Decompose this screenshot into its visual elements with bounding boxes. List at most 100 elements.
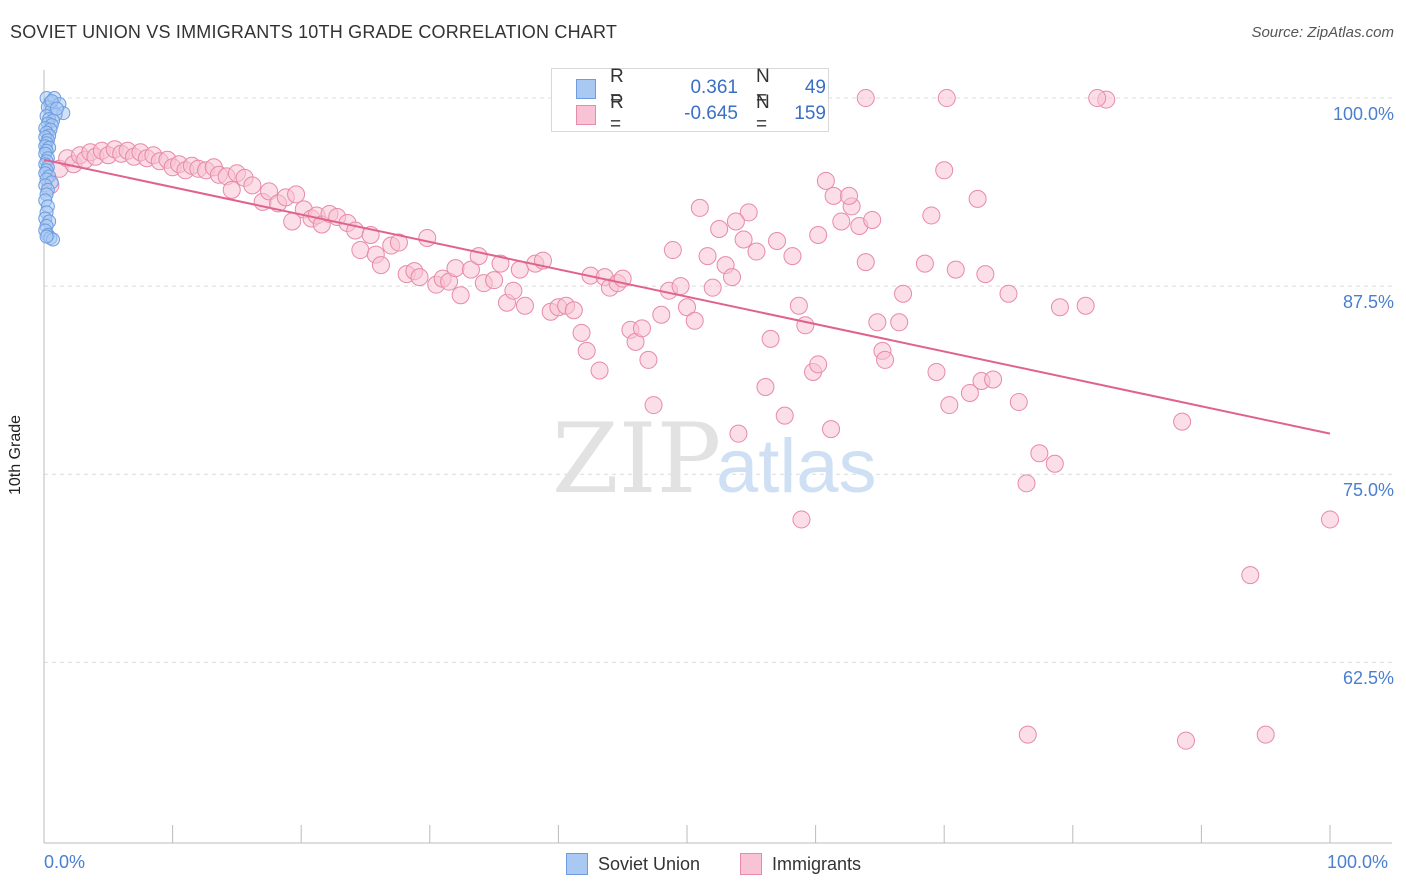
data-point	[485, 271, 504, 290]
legend-swatch-immigrants	[740, 853, 762, 875]
data-point	[968, 189, 987, 208]
legend-item-soviet-union[interactable]: Soviet Union	[566, 852, 700, 876]
r-value: 0.361	[690, 77, 738, 98]
data-point	[792, 510, 811, 529]
legend-item-immigrants[interactable]: Immigrants	[740, 852, 861, 876]
n-value: 159	[794, 103, 826, 124]
y-tick-label: 100.0%	[1332, 104, 1394, 125]
data-point	[940, 396, 959, 415]
data-point	[809, 226, 828, 245]
n-label: N =	[756, 66, 770, 109]
watermark-zip: ZIP	[552, 403, 721, 515]
data-point	[935, 161, 954, 180]
data-point	[698, 247, 717, 266]
x-tick-label-max: 100.0%	[1327, 852, 1389, 872]
immigrants-swatch	[576, 105, 596, 125]
data-point	[927, 362, 946, 381]
data-point	[260, 182, 279, 201]
data-point	[876, 350, 895, 369]
data-point	[1256, 725, 1275, 744]
data-point	[915, 254, 934, 273]
data-point	[1173, 412, 1192, 431]
data-point	[222, 180, 241, 199]
data-point	[856, 253, 875, 272]
data-point	[840, 186, 859, 205]
n-value: 49	[804, 77, 826, 98]
data-point	[824, 186, 843, 205]
data-point	[868, 313, 887, 332]
data-point	[984, 370, 1003, 389]
data-point	[960, 384, 979, 403]
data-point	[1176, 731, 1195, 750]
data-point	[39, 229, 54, 244]
series-immigrants	[41, 89, 1339, 750]
data-point	[1018, 725, 1037, 744]
data-point	[856, 89, 875, 108]
data-point	[789, 296, 808, 315]
legend-label-soviet-union: Soviet Union	[598, 853, 701, 874]
axes	[43, 70, 1392, 844]
data-point	[572, 323, 591, 342]
data-point	[1241, 566, 1260, 585]
r-value: -0.645	[684, 103, 738, 124]
y-tick-label: 62.5%	[1342, 668, 1394, 689]
data-point	[1050, 298, 1069, 317]
data-point	[756, 378, 775, 397]
data-point	[768, 232, 787, 251]
data-point	[796, 316, 815, 335]
data-point	[446, 259, 465, 278]
data-point	[729, 424, 748, 443]
data-point	[418, 229, 437, 248]
data-point	[243, 176, 262, 195]
y-tick-label: 75.0%	[1342, 480, 1394, 501]
data-point	[639, 350, 658, 369]
data-point	[809, 355, 828, 374]
data-point	[1009, 393, 1028, 412]
data-point	[1030, 444, 1049, 463]
data-point	[747, 242, 766, 261]
data-point	[410, 268, 429, 287]
data-point	[976, 265, 995, 284]
data-point	[510, 260, 529, 279]
data-point	[49, 101, 64, 116]
data-point	[515, 296, 534, 315]
data-point	[632, 319, 651, 338]
data-point	[822, 420, 841, 439]
data-point	[504, 281, 523, 300]
data-point	[461, 260, 480, 279]
data-point	[491, 254, 510, 273]
data-point	[371, 256, 390, 275]
data-point	[723, 268, 742, 287]
data-point	[389, 233, 408, 252]
data-point	[922, 206, 941, 225]
data-point	[734, 230, 753, 249]
r-label: R =	[610, 66, 624, 109]
x-tick-label-min: 0.0%	[44, 852, 86, 872]
data-point	[761, 329, 780, 348]
data-point	[710, 219, 729, 238]
data-point	[1017, 474, 1036, 493]
data-point	[287, 185, 306, 204]
data-point	[1076, 296, 1095, 315]
data-point	[890, 313, 909, 332]
data-point	[937, 89, 956, 108]
data-point	[663, 241, 682, 260]
data-point	[690, 198, 709, 217]
data-point	[894, 284, 913, 303]
data-point	[999, 284, 1018, 303]
data-point	[726, 212, 745, 231]
data-point	[590, 361, 609, 380]
legend-label-immigrants: Immigrants	[772, 853, 862, 874]
source-attribution: Source: ZipAtlas.com	[1251, 24, 1394, 41]
data-point	[739, 203, 758, 222]
data-point	[351, 241, 370, 260]
data-point	[816, 171, 835, 190]
data-point	[671, 277, 690, 296]
r-label: R =	[610, 92, 624, 135]
soviet-union-swatch	[576, 79, 596, 99]
data-point	[564, 301, 583, 320]
legend-swatch-soviet-union	[566, 853, 588, 875]
y-tick-label: 87.5%	[1342, 292, 1394, 313]
data-point	[783, 247, 802, 266]
